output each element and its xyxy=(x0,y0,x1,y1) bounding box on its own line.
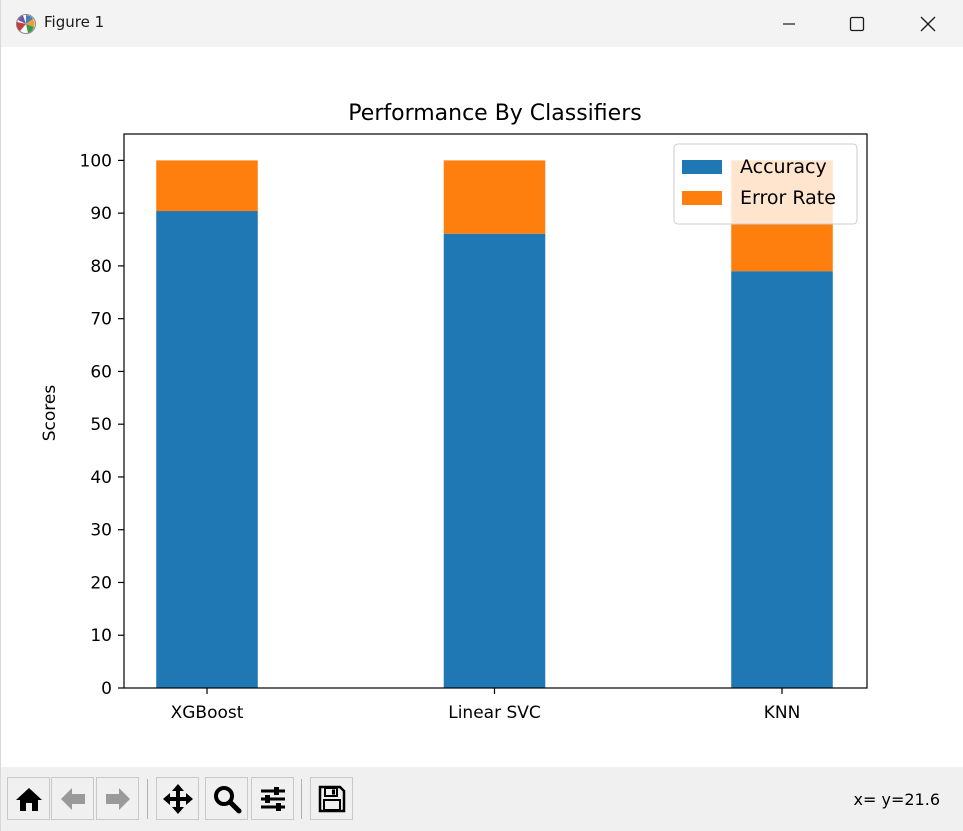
window-title: Figure 1 xyxy=(44,13,105,31)
minimize-button[interactable] xyxy=(766,0,812,47)
sliders-icon xyxy=(260,786,285,811)
legend-swatch xyxy=(682,160,722,174)
x-tick-label: XGBoost xyxy=(171,703,244,723)
y-axis-label: Scores xyxy=(40,385,60,442)
cursor-coordinates: x= y=21.6 xyxy=(853,790,940,809)
matplotlib-logo-icon xyxy=(16,14,36,34)
move-arrows-icon xyxy=(162,783,193,814)
x-tick-label: Linear SVC xyxy=(448,703,541,723)
bar-chart: Performance By Classifiers Scores 0 10 20 3… xyxy=(40,101,868,723)
bar-error-rate-xgboost xyxy=(156,160,258,212)
close-icon xyxy=(920,16,936,31)
y-tick-label: 90 xyxy=(90,204,112,224)
save-button[interactable] xyxy=(310,777,353,820)
back-button[interactable] xyxy=(51,777,94,820)
home-button[interactable] xyxy=(7,777,50,820)
legend: Accuracy Error Rate xyxy=(673,143,858,225)
bars-group xyxy=(156,160,833,688)
legend-label: Accuracy xyxy=(740,156,827,178)
close-button[interactable] xyxy=(905,0,951,47)
toolbar-separator xyxy=(147,779,148,819)
y-tick-label: 50 xyxy=(90,415,112,435)
magnifier-icon xyxy=(213,785,241,813)
configure-subplots-button[interactable] xyxy=(251,777,294,820)
bar-accuracy-knn xyxy=(731,271,833,688)
y-tick-label: 30 xyxy=(90,521,112,541)
y-tick-label: 80 xyxy=(90,257,112,277)
forward-button[interactable] xyxy=(96,777,139,820)
arrow-right-icon xyxy=(105,787,130,810)
x-tick-label: KNN xyxy=(764,703,801,723)
maximize-button[interactable] xyxy=(834,0,880,47)
y-tick-label: 100 xyxy=(80,151,112,171)
bar-accuracy-linear-svc xyxy=(443,233,546,688)
arrow-left-icon xyxy=(60,787,85,810)
chart-title: Performance By Classifiers xyxy=(348,101,641,126)
title-bar[interactable]: Figure 1 xyxy=(1,0,963,47)
y-tick-label: 70 xyxy=(90,310,112,330)
zoom-button[interactable] xyxy=(205,777,248,820)
figure-canvas[interactable]: Performance By Classifiers Scores 0 10 20 3… xyxy=(1,47,963,767)
home-icon xyxy=(15,787,42,811)
pan-button[interactable] xyxy=(156,777,199,820)
y-tick-label: 40 xyxy=(90,468,112,488)
navigation-toolbar: x= y=21.6 xyxy=(1,767,963,831)
legend-label: Error Rate xyxy=(740,187,836,209)
minimize-icon xyxy=(783,22,795,25)
y-tick-label: 60 xyxy=(90,362,112,382)
maximize-icon xyxy=(849,16,865,31)
bar-accuracy-xgboost xyxy=(156,211,258,688)
y-tick-label: 20 xyxy=(90,573,112,593)
y-tick-label: 10 xyxy=(90,626,112,646)
legend-swatch xyxy=(682,191,722,205)
toolbar-separator xyxy=(301,779,302,819)
y-tick-label: 0 xyxy=(101,679,112,699)
axes-group: 0 10 20 30 40 50 60 70 80 90 100 XGBoost Linear SVC K… xyxy=(80,133,868,723)
axes-frame xyxy=(123,133,868,689)
bar-error-rate-linear-svc xyxy=(443,160,546,234)
floppy-disk-icon xyxy=(318,785,345,812)
